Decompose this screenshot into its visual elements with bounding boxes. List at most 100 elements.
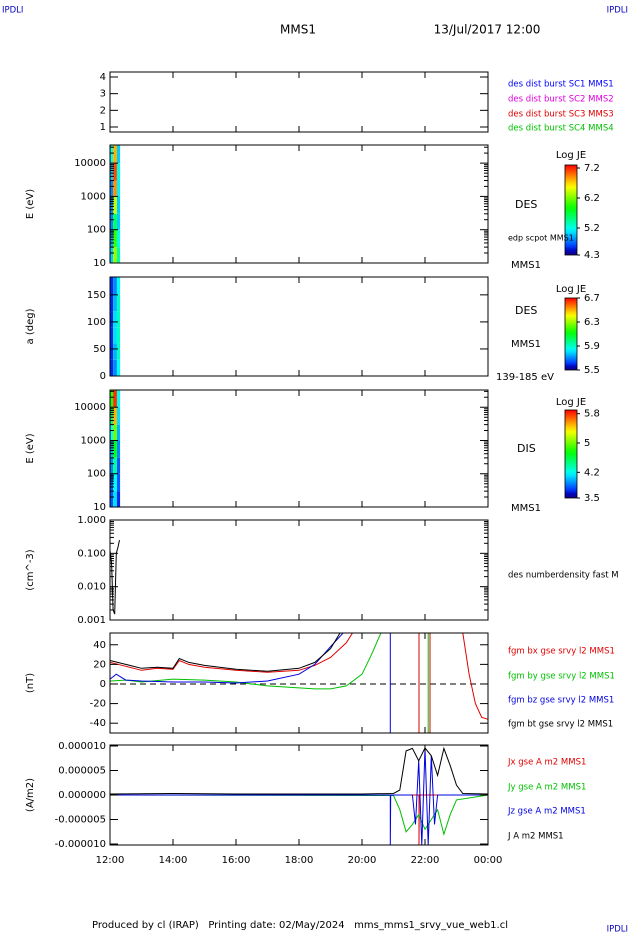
y-axis-label: (A/m2) bbox=[25, 778, 36, 812]
annotation: DES bbox=[515, 304, 537, 317]
spectrogram-cell bbox=[110, 491, 114, 507]
y-tick-label: -40 bbox=[90, 718, 106, 729]
spectrogram-cell bbox=[116, 440, 121, 458]
colorbar-tick-label: 3.5 bbox=[584, 493, 600, 504]
y-tick-label: 0 bbox=[100, 371, 106, 382]
spectrogram-cell bbox=[110, 440, 114, 458]
spectrogram-cell bbox=[110, 359, 114, 376]
y-axis-label: (nT) bbox=[25, 673, 36, 693]
spectrogram-cell bbox=[113, 311, 117, 328]
annotation: DES bbox=[515, 198, 537, 211]
spectrogram-cell bbox=[116, 229, 121, 248]
panel-frame bbox=[109, 71, 489, 133]
spectrogram-cell bbox=[116, 359, 121, 376]
spectrogram-cell bbox=[113, 229, 117, 248]
legend-entry: Jx gse A m2 MMS1 bbox=[507, 758, 586, 768]
y-tick-label: 1.000 bbox=[77, 515, 106, 526]
x-tick-label: 16:00 bbox=[222, 855, 251, 866]
y-tick-label: 100 bbox=[87, 317, 106, 328]
spectrogram-cell bbox=[116, 213, 121, 230]
colorbar-tick-label: 5 bbox=[584, 438, 590, 449]
y-tick-label: -0.000005 bbox=[55, 815, 106, 826]
y-axis-label: E (eV) bbox=[25, 189, 36, 219]
spectrogram-cell bbox=[116, 196, 121, 214]
spectrogram-cell bbox=[116, 277, 121, 295]
colorbar-tick-label: 6.7 bbox=[584, 293, 600, 304]
panel-frame bbox=[109, 519, 489, 621]
x-tick-label: 14:00 bbox=[159, 855, 188, 866]
spectrogram-cell bbox=[113, 247, 117, 263]
spectrogram-cell bbox=[113, 473, 117, 492]
x-tick-label: 22:00 bbox=[411, 855, 440, 866]
spectrogram-cell bbox=[113, 327, 117, 344]
spectrogram-cell bbox=[113, 294, 117, 312]
spectrogram-cell bbox=[110, 343, 114, 360]
x-tick-label: 12:00 bbox=[96, 855, 125, 866]
spectrogram-cell bbox=[110, 196, 114, 214]
series-line bbox=[462, 632, 489, 720]
annotation: MMS1 bbox=[511, 260, 541, 271]
spectrogram-cell bbox=[113, 390, 117, 408]
spectrogram-cell bbox=[113, 277, 117, 295]
spectrogram-cell bbox=[113, 163, 117, 181]
colorbar-tick-label: 5.5 bbox=[584, 365, 600, 376]
spectrogram-cell bbox=[110, 180, 114, 197]
colorbar-title: Log JE bbox=[556, 284, 586, 295]
annotation: MMS1 bbox=[511, 503, 541, 514]
spectrogram-cell bbox=[113, 343, 117, 360]
spectrogram-cell bbox=[116, 145, 121, 164]
y-tick-label: 4 bbox=[100, 72, 106, 83]
colorbar-tick-label: 6.2 bbox=[584, 193, 600, 204]
panel-frame bbox=[109, 632, 489, 734]
spectrogram-cell bbox=[116, 491, 121, 507]
colorbar-tick-label: 7.2 bbox=[584, 163, 600, 174]
y-tick-label: 0.000010 bbox=[58, 741, 106, 752]
corner-label: IPDLI bbox=[607, 925, 628, 934]
y-tick-label: 10000 bbox=[74, 158, 106, 169]
spectrogram-cell bbox=[113, 457, 117, 474]
corner-label: IPDLI bbox=[2, 6, 23, 16]
y-tick-label: 1 bbox=[100, 122, 106, 133]
colorbar-tick-label: 5.9 bbox=[584, 341, 600, 352]
spectrogram-cell bbox=[110, 390, 114, 408]
panel-frame bbox=[109, 276, 489, 377]
y-tick-label: 10000 bbox=[74, 402, 106, 413]
spectrogram-cell bbox=[116, 294, 121, 312]
spectrogram-cell bbox=[110, 229, 114, 248]
colorbar-title: Log JE bbox=[556, 397, 586, 408]
series-line bbox=[109, 632, 382, 690]
series-line bbox=[110, 748, 488, 846]
y-tick-label: 0.000000 bbox=[58, 790, 106, 801]
y-tick-label: 0.100 bbox=[77, 548, 106, 559]
spectrogram-cell bbox=[110, 473, 114, 492]
y-tick-label: 150 bbox=[87, 290, 106, 301]
colorbar-tick-label: 5.2 bbox=[584, 223, 600, 234]
y-tick-label: 1000 bbox=[81, 191, 106, 202]
spectrogram-cell bbox=[113, 407, 117, 425]
annotation: DIS bbox=[517, 442, 536, 455]
y-tick-label: 0.001 bbox=[77, 615, 106, 626]
annotation: 139-185 eV bbox=[496, 372, 554, 383]
series-line bbox=[109, 632, 344, 684]
series-line bbox=[109, 746, 489, 795]
y-tick-label: 0.000005 bbox=[58, 765, 106, 776]
legend-entry: des numberdensity fast M bbox=[508, 571, 619, 581]
colorbar-tick-label: 4.2 bbox=[584, 467, 600, 478]
colorbar-tick-label: 5.8 bbox=[584, 409, 600, 420]
title: MMS1 bbox=[280, 23, 316, 37]
spectrogram-cell bbox=[110, 163, 114, 181]
x-tick-label: 20:00 bbox=[348, 855, 377, 866]
y-axis-label: a (deg) bbox=[25, 308, 36, 344]
y-tick-label: 0.010 bbox=[77, 582, 106, 593]
panel-frame bbox=[109, 389, 489, 508]
colorbar bbox=[564, 164, 578, 256]
date: 13/Jul/2017 12:00 bbox=[434, 23, 541, 37]
spectrogram-cell bbox=[116, 180, 121, 197]
x-tick-label: 00:00 bbox=[474, 855, 503, 866]
footer: Produced by cl (IRAP) Printing date: 02/… bbox=[92, 920, 508, 931]
legend-entry: des dist burst SC4 MMS4 bbox=[508, 124, 614, 134]
y-tick-label: -0.000010 bbox=[55, 839, 106, 850]
y-tick-label: 0 bbox=[100, 679, 106, 690]
colorbar-title: Log JE bbox=[556, 150, 586, 161]
